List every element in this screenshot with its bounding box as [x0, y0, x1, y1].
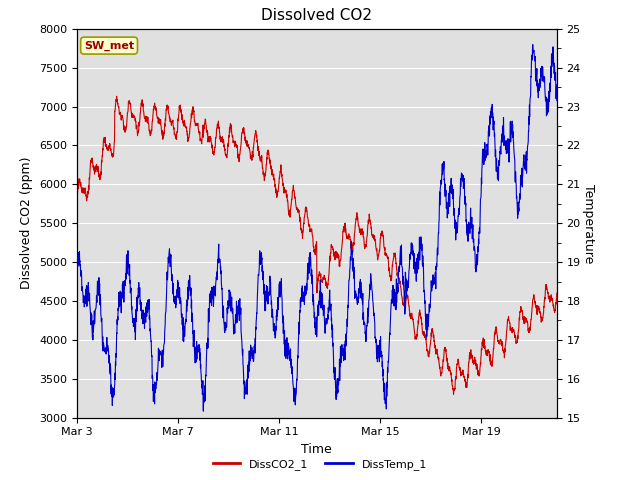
- Y-axis label: Dissolved CO2 (ppm): Dissolved CO2 (ppm): [20, 157, 33, 289]
- Legend: DissCO2_1, DissTemp_1: DissCO2_1, DissTemp_1: [208, 455, 432, 474]
- Title: Dissolved CO2: Dissolved CO2: [261, 9, 372, 24]
- Text: SW_met: SW_met: [84, 40, 134, 51]
- X-axis label: Time: Time: [301, 443, 332, 456]
- Y-axis label: Temperature: Temperature: [582, 183, 595, 263]
